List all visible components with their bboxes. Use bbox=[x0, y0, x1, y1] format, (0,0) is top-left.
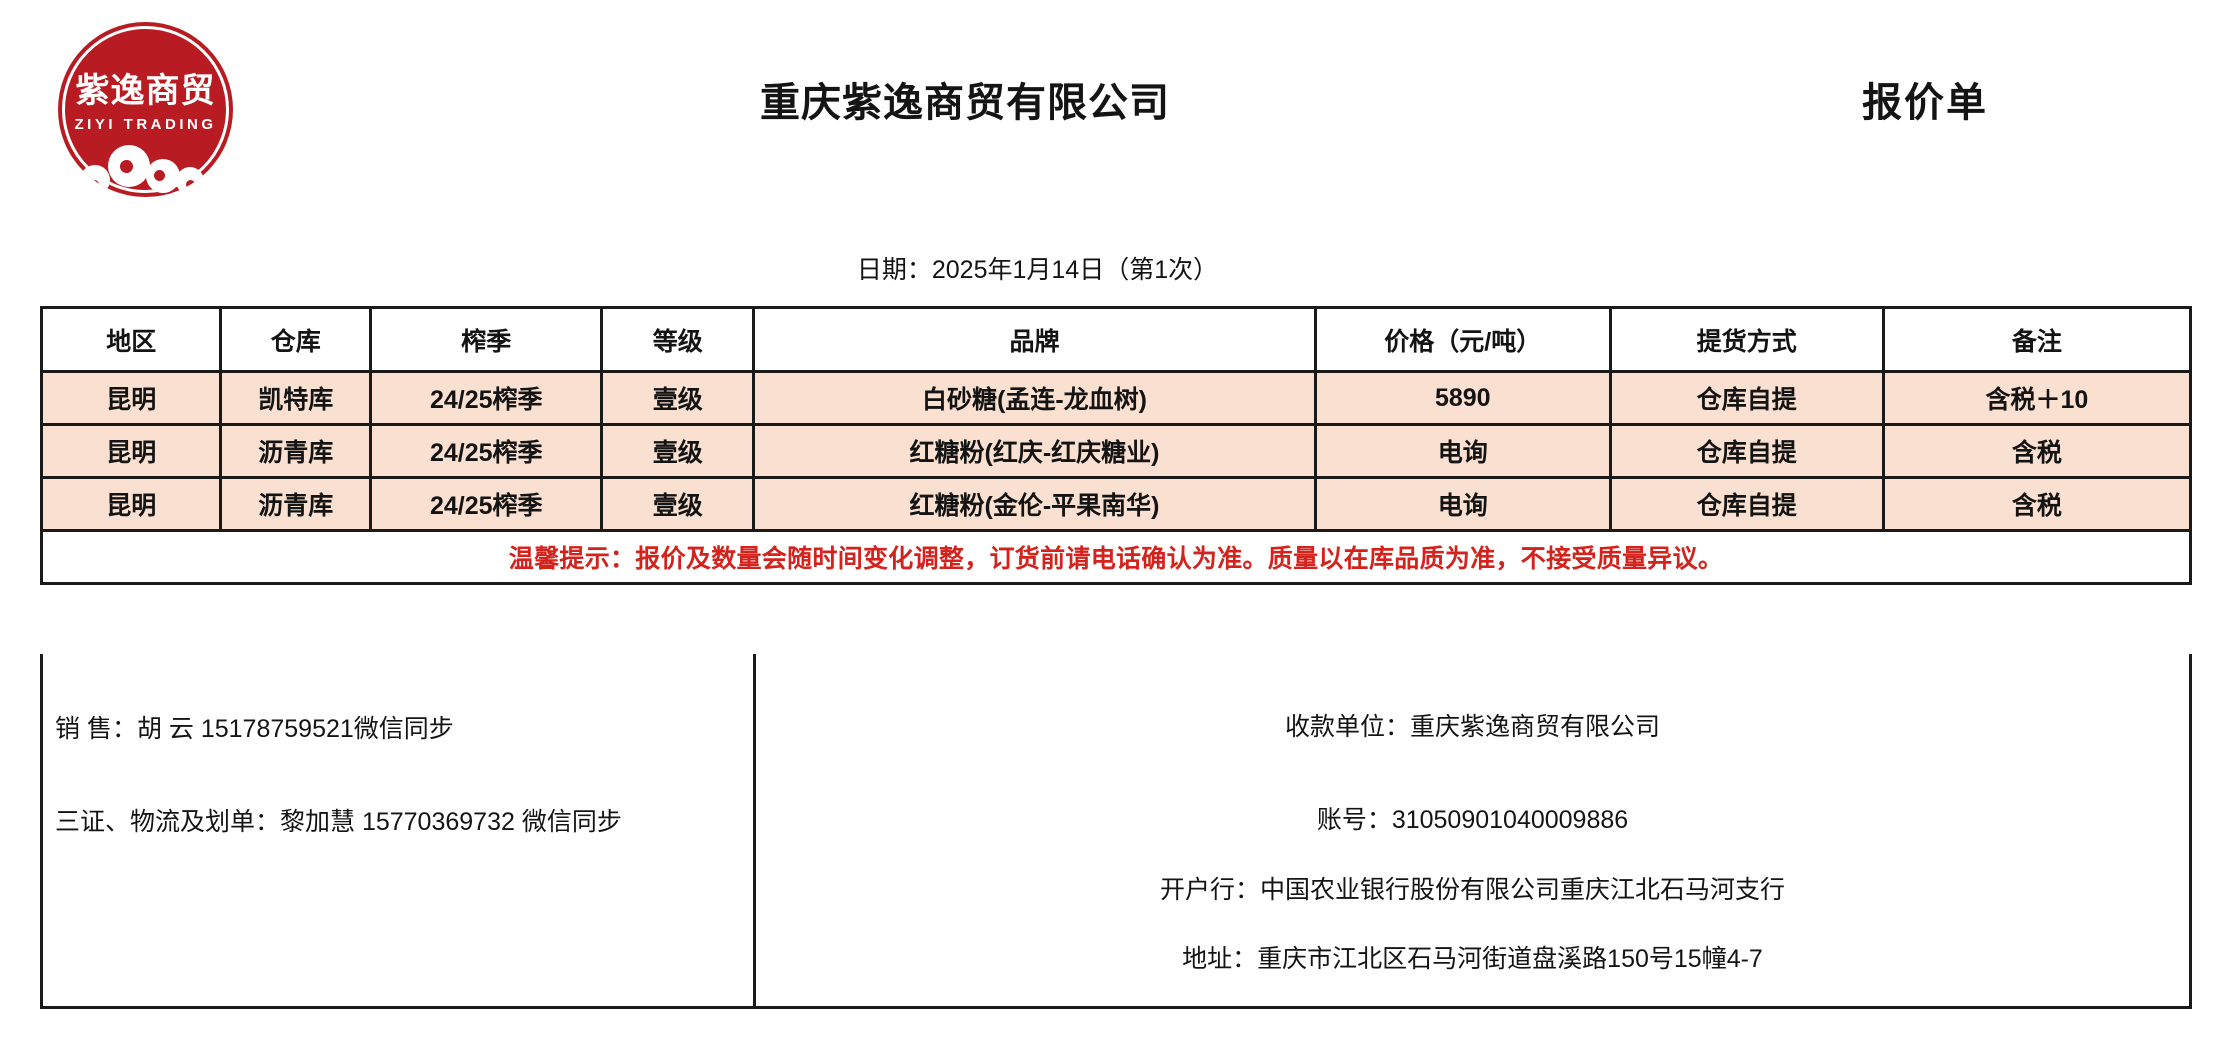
table-row: 昆明 沥青库 24/25榨季 壹级 红糖粉(金伦-平果南华) 电询 仓库自提 含… bbox=[39, 476, 2193, 532]
column-header-pickup: 提货方式 bbox=[1608, 306, 1885, 373]
payee-bank-line: 开户行：中国农业银行股份有限公司重庆江北石马河支行 bbox=[1159, 875, 1785, 904]
cell-pickup: 仓库自提 bbox=[1608, 476, 1885, 532]
cell-grade: 壹级 bbox=[600, 370, 756, 426]
payee-company-line: 收款单位：重庆紫逸商贸有限公司 bbox=[1284, 713, 1660, 741]
column-header-grade: 等级 bbox=[600, 306, 756, 373]
cell-pickup: 仓库自提 bbox=[1608, 423, 1885, 479]
table-header-row: 地区 仓库 榨季 等级 品牌 价格（元/吨） 提货方式 备注 bbox=[39, 306, 2193, 373]
logo-inner-ring bbox=[62, 26, 229, 193]
cell-region: 昆明 bbox=[39, 370, 223, 426]
column-header-warehouse: 仓库 bbox=[219, 306, 373, 373]
payee-account-line: 账号：31050901040009886 bbox=[1316, 806, 1629, 835]
cell-season: 24/25榨季 bbox=[369, 370, 604, 426]
notice-row: 温馨提示：报价及数量会随时间变化调整，订货前请电话确认为准。质量以在库品质为准，… bbox=[40, 529, 2192, 585]
logo-chinese-text: 紫逸商贸 bbox=[75, 72, 216, 110]
cell-remark: 含税 bbox=[1881, 476, 2193, 532]
notice-text: 温馨提示：报价及数量会随时间变化调整，订货前请电话确认为准。质量以在库品质为准，… bbox=[40, 529, 2192, 585]
document-type-title: 报价单 bbox=[1862, 81, 1988, 125]
cell-price: 电询 bbox=[1313, 423, 1612, 479]
footer-section: 销 售：胡 云 15178759521微信同步 三证、物流及划单：黎加慧 157… bbox=[40, 654, 2192, 1009]
document-header: 紫逸商贸 ZIYI TRADING 重庆紫逸商贸有限公司 报价单 bbox=[0, 0, 2231, 215]
column-header-region: 地区 bbox=[39, 306, 223, 373]
cell-brand: 白砂糖(孟连-龙血树) bbox=[752, 370, 1317, 426]
company-name-title: 重庆紫逸商贸有限公司 bbox=[760, 81, 1170, 125]
cell-warehouse: 凯特库 bbox=[219, 370, 373, 426]
logo-sugar-dots bbox=[58, 145, 233, 195]
company-logo: 紫逸商贸 ZIYI TRADING bbox=[58, 22, 233, 197]
logistics-contact-line: 三证、物流及划单：黎加慧 15770369732 微信同步 bbox=[55, 808, 622, 837]
cell-pickup: 仓库自提 bbox=[1608, 370, 1885, 426]
cell-season: 24/25榨季 bbox=[369, 476, 604, 532]
cell-grade: 壹级 bbox=[600, 423, 756, 479]
footer-payee-panel: 收款单位：重庆紫逸商贸有限公司 账号：31050901040009886 开户行… bbox=[756, 654, 2189, 1006]
logo-english-text: ZIYI TRADING bbox=[74, 116, 217, 133]
logo-badge-circle: 紫逸商贸 ZIYI TRADING bbox=[58, 22, 233, 197]
payee-address-line: 地址：重庆市江北区石马河街道盘溪路150号15幢4-7 bbox=[1182, 944, 1763, 973]
column-header-remark: 备注 bbox=[1881, 306, 2193, 373]
column-header-price: 价格（元/吨） bbox=[1313, 306, 1612, 373]
quotation-table: 地区 仓库 榨季 等级 品牌 价格（元/吨） 提货方式 备注 昆明 凯特库 24… bbox=[39, 306, 2193, 585]
quotation-table-wrap: 地区 仓库 榨季 等级 品牌 价格（元/吨） 提货方式 备注 昆明 凯特库 24… bbox=[39, 306, 2193, 585]
cell-warehouse: 沥青库 bbox=[219, 476, 373, 532]
cell-season: 24/25榨季 bbox=[369, 423, 604, 479]
quotation-date: 日期：2025年1月14日（第1次） bbox=[856, 256, 1219, 284]
column-header-season: 榨季 bbox=[369, 306, 604, 373]
sales-contact-line: 销 售：胡 云 15178759521微信同步 bbox=[55, 715, 454, 743]
cell-price: 5890 bbox=[1313, 370, 1612, 426]
table-row: 昆明 凯特库 24/25榨季 壹级 白砂糖(孟连-龙血树) 5890 仓库自提 … bbox=[39, 370, 2193, 426]
footer-contacts-panel: 销 售：胡 云 15178759521微信同步 三证、物流及划单：黎加慧 157… bbox=[43, 654, 756, 1006]
cell-region: 昆明 bbox=[39, 476, 223, 532]
cell-remark: 含税＋10 bbox=[1881, 370, 2193, 426]
table-row: 昆明 沥青库 24/25榨季 壹级 红糖粉(红庆-红庆糖业) 电询 仓库自提 含… bbox=[39, 423, 2193, 479]
cell-warehouse: 沥青库 bbox=[219, 423, 373, 479]
cell-region: 昆明 bbox=[39, 423, 223, 479]
cell-brand: 红糖粉(红庆-红庆糖业) bbox=[752, 423, 1317, 479]
cell-price: 电询 bbox=[1313, 476, 1612, 532]
column-header-brand: 品牌 bbox=[752, 306, 1317, 373]
cell-grade: 壹级 bbox=[600, 476, 756, 532]
cell-brand: 红糖粉(金伦-平果南华) bbox=[752, 476, 1317, 532]
cell-remark: 含税 bbox=[1881, 423, 2193, 479]
